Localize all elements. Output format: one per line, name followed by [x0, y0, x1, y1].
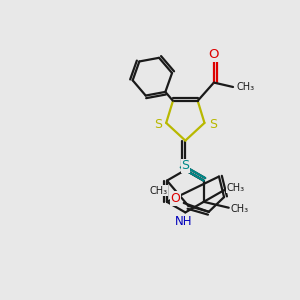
Text: O: O [171, 192, 181, 205]
Text: O: O [208, 48, 219, 62]
Text: CH₃: CH₃ [150, 186, 168, 196]
Text: CH₃: CH₃ [231, 204, 249, 214]
Text: S: S [181, 159, 189, 172]
Text: S: S [209, 118, 217, 131]
Text: NH: NH [175, 215, 193, 228]
Text: CH₃: CH₃ [226, 183, 244, 193]
Text: CH₃: CH₃ [236, 82, 254, 92]
Text: S: S [154, 118, 162, 131]
